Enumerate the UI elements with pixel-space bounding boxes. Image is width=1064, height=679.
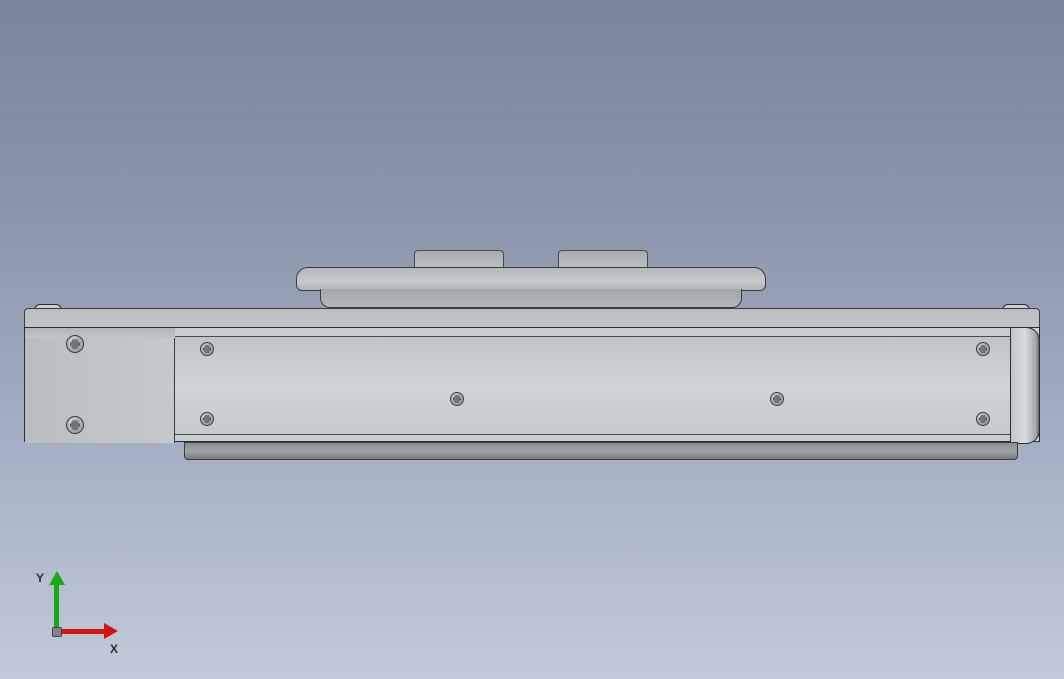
left-block-top-screw xyxy=(66,335,84,353)
view-axis-triad[interactable]: X Y xyxy=(34,561,124,651)
axis-origin-cube xyxy=(52,627,62,637)
rail-center-panel xyxy=(175,336,1015,435)
axis-x-label: X xyxy=(110,642,118,656)
panel-screw-top-left xyxy=(200,342,214,356)
rail-body xyxy=(24,327,1040,442)
carriage-tab-right xyxy=(558,250,648,268)
panel-screw-mid-left xyxy=(450,392,464,406)
linear-actuator-assembly[interactable] xyxy=(24,250,1040,470)
panel-screw-top-right xyxy=(976,342,990,356)
carriage-top-tabs xyxy=(414,250,648,268)
left-end-block xyxy=(25,328,175,443)
axis-y-shaft xyxy=(54,583,59,627)
carriage-tab-left xyxy=(414,250,504,268)
left-end-block-top-edge xyxy=(25,328,175,338)
carriage-base xyxy=(320,289,742,308)
right-end-cap xyxy=(1010,327,1040,444)
carriage-plate xyxy=(296,267,766,291)
panel-screw-bottom-left xyxy=(200,412,214,426)
axis-x-arrowhead xyxy=(104,623,118,639)
panel-screw-bottom-right xyxy=(976,412,990,426)
rail-top-edge xyxy=(24,308,1040,328)
left-block-bottom-screw xyxy=(66,416,84,434)
cad-viewport[interactable]: X Y xyxy=(0,0,1064,679)
bottom-rail-strip xyxy=(184,442,1018,460)
axis-y-label: Y xyxy=(36,571,44,585)
axis-x-shaft xyxy=(62,629,106,634)
carriage-block xyxy=(296,250,766,308)
axis-y-arrowhead xyxy=(49,571,65,585)
panel-screw-mid-right xyxy=(770,392,784,406)
